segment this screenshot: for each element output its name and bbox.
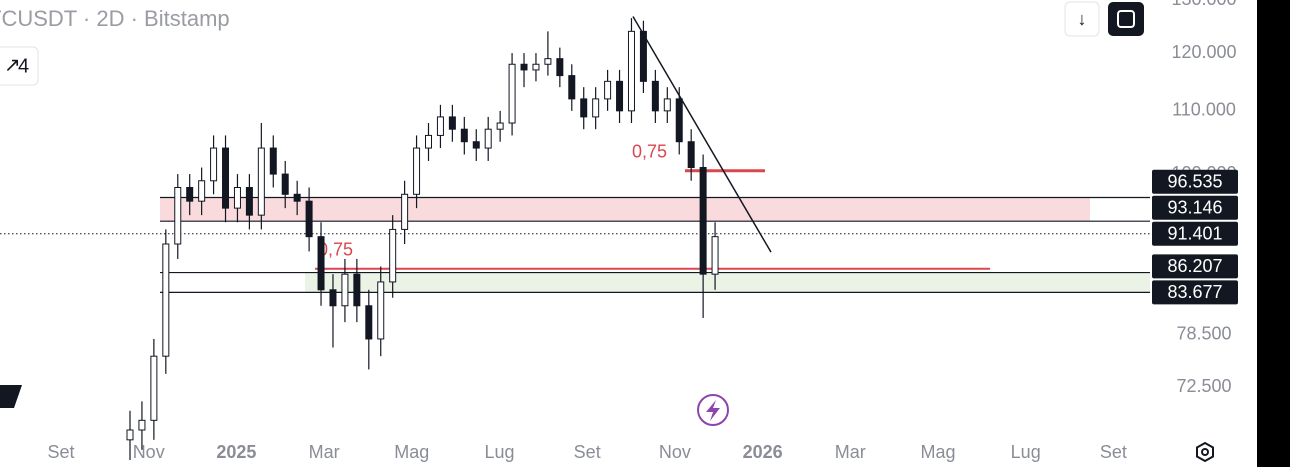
y-tick-label: 72.500 [1176,376,1231,396]
candle-body [174,186,182,245]
candle-body [651,80,659,112]
y-tick-label: 78.500 [1176,323,1231,343]
x-tick-label: Nov [133,442,165,462]
price-label-box [1152,169,1238,194]
symbol-title: TCUSDT · 2D · Bitstamp [0,6,230,31]
x-tick-label: 2026 [743,442,783,462]
fib-label: 0,75 [632,142,667,162]
x-tick-label: Mag [920,442,955,462]
candle-body [544,58,552,65]
candle-body [639,30,647,82]
candle-body [580,98,588,118]
settings-icon [1201,448,1209,456]
download-icon: ↓ [1078,9,1087,29]
candle-body [436,116,444,136]
candle-body [293,193,301,202]
y-tick-label: 120.000 [1171,42,1236,62]
candle-body [556,58,564,77]
candle-body [329,289,337,307]
candle-body [365,305,373,340]
price-label: 83.677 [1167,282,1222,302]
candle-body [448,116,456,130]
candle-body [210,147,218,182]
y-tick-label: 130.000 [1171,0,1236,9]
candle-body [317,236,325,291]
candle-body [711,236,719,275]
price-label-box [1152,195,1238,220]
y-tick-label: 110.000 [1172,100,1236,120]
candle-body [150,355,158,421]
candle-body [401,193,409,230]
candle-body [627,30,635,112]
zone [305,272,1150,293]
candle-body [604,80,612,100]
fullscreen-button[interactable] [1108,2,1144,36]
settings-button[interactable] [1196,441,1214,463]
fib-label: 0,75 [318,240,353,260]
candle-body [377,281,385,340]
candle-body [162,243,170,357]
candle-body [568,75,576,100]
interval-badge: 4 [18,55,29,77]
candle-body [126,429,134,441]
x-tick-label: Mar [835,442,866,462]
candle-body [663,98,671,112]
candle-body [520,63,528,71]
price-label-box [1152,280,1238,305]
candle-body [138,419,146,431]
lightning-icon [706,400,720,421]
logo [0,385,22,408]
candle-body [341,273,349,307]
trendline [632,16,772,253]
candle-body [269,147,277,175]
interval-button[interactable] [0,46,39,86]
price-label-box [1152,254,1238,279]
candle-body [508,63,516,124]
candle-body [592,98,600,118]
candle-body [532,63,540,71]
download-button[interactable] [1064,1,1100,37]
fullscreen-icon [1117,10,1135,28]
candle-body [460,128,468,143]
candle-body [389,228,397,283]
price-label: 91.401 [1167,224,1222,244]
candle-body [699,166,707,275]
x-tick-label: Lug [1011,442,1041,462]
candle-body [222,147,230,209]
candle-body [472,141,480,149]
candle-body [186,186,194,202]
candle-body [245,186,253,216]
x-tick-label: Set [1100,442,1127,462]
candle-body [233,186,241,209]
candle-body [305,200,313,238]
candle-body [353,273,361,307]
price-label: 93.146 [1167,198,1222,218]
price-label: 86.207 [1167,256,1222,276]
x-tick-label: Lug [484,442,514,462]
screen-edge [1257,0,1290,467]
candle-body [198,180,206,202]
candle-body [687,141,695,168]
x-tick-label: 2025 [216,442,256,462]
candle-body [425,134,432,149]
x-tick-label: Mar [309,442,340,462]
x-tick-label: Set [47,442,74,462]
plot-area: 130.000120.000110.000100.00078.50072.500… [0,0,1238,462]
x-tick-label: Nov [659,442,691,462]
interval-icon: ↗ [4,54,21,76]
candle-body [257,147,265,216]
x-tick-label: Mag [394,442,429,462]
candle-body [675,98,683,143]
candle-body [496,122,504,130]
price-label-box [1152,221,1238,246]
candle-body [413,147,421,195]
x-tick-label: Set [574,442,601,462]
price-label: 96.535 [1167,172,1222,192]
candle-body [484,128,492,149]
candle-body [616,80,624,112]
candle-body [281,173,289,195]
